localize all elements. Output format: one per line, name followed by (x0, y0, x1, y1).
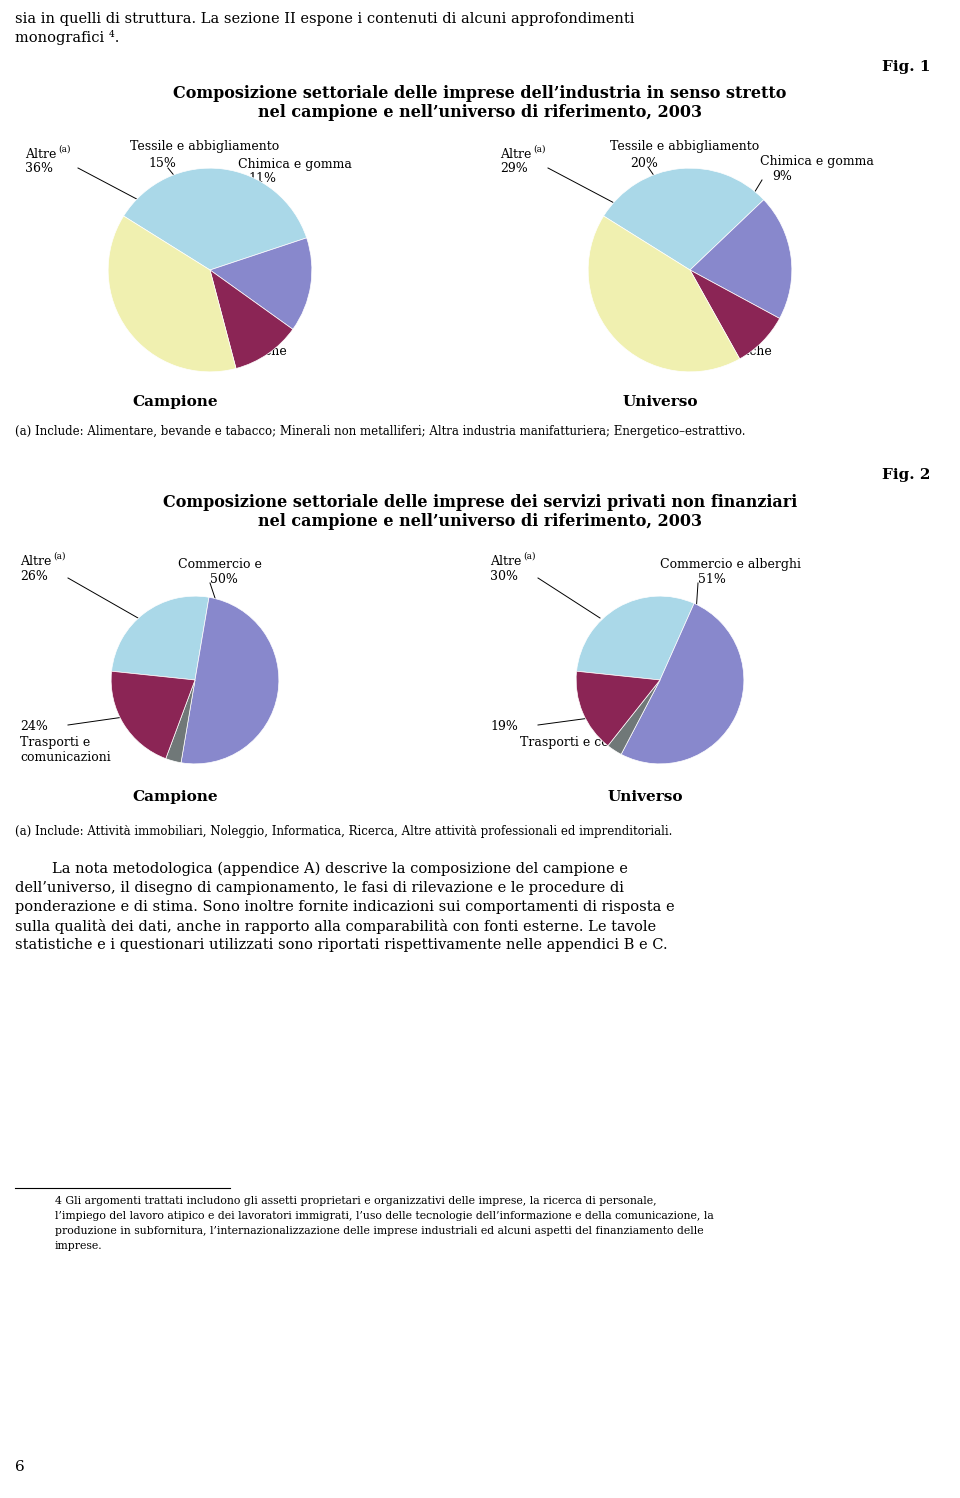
Text: La nota metodologica (appendice A) descrive la composizione del campione e: La nota metodologica (appendice A) descr… (15, 861, 628, 876)
Text: Universo: Universo (608, 789, 683, 804)
Text: imprese.: imprese. (55, 1240, 103, 1251)
Text: 20%: 20% (630, 157, 658, 169)
Text: 42%: 42% (678, 360, 706, 373)
Text: sulla qualità dei dati, anche in rapporto alla comparabilità con fonti esterne. : sulla qualità dei dati, anche in rapport… (15, 918, 656, 933)
Wedge shape (588, 216, 740, 372)
Text: 50%: 50% (210, 574, 238, 586)
Text: 26%: 26% (20, 571, 48, 583)
Text: 30%: 30% (490, 571, 518, 583)
Text: 6: 6 (15, 1461, 25, 1474)
Text: 4 Gli argomenti trattati includono gli assetti proprietari e organizzativi delle: 4 Gli argomenti trattati includono gli a… (55, 1195, 657, 1206)
Text: Chimica e gomma: Chimica e gomma (238, 157, 352, 171)
Wedge shape (108, 216, 236, 372)
Text: Composizione settoriale delle imprese dell’industria in senso stretto: Composizione settoriale delle imprese de… (174, 85, 786, 102)
Wedge shape (577, 596, 694, 680)
Text: Fig. 2: Fig. 2 (881, 467, 930, 482)
Wedge shape (604, 168, 764, 270)
Text: 29%: 29% (500, 162, 528, 175)
Text: Tessile e abbigliamento: Tessile e abbigliamento (130, 139, 279, 153)
Text: statistiche e i questionari utilizzati sono riportati rispettivamente nelle appe: statistiche e i questionari utilizzati s… (15, 938, 667, 953)
Text: Altre: Altre (25, 148, 57, 160)
Text: 24%: 24% (20, 721, 48, 733)
Wedge shape (690, 270, 780, 360)
Text: monografici ⁴.: monografici ⁴. (15, 30, 119, 45)
Text: Metalmeccaniche: Metalmeccaniche (660, 345, 772, 358)
Wedge shape (210, 270, 293, 369)
Text: ponderazione e di stima. Sono inoltre fornite indicazioni sui comportamenti di r: ponderazione e di stima. Sono inoltre fo… (15, 900, 675, 914)
Text: Altre: Altre (490, 554, 521, 568)
Text: Campione: Campione (132, 395, 218, 409)
Text: (a): (a) (533, 145, 545, 154)
Text: 11%: 11% (248, 172, 276, 184)
Text: (a): (a) (523, 551, 536, 560)
Text: nel campione e nell’universo di riferimento, 2003: nel campione e nell’universo di riferime… (258, 512, 702, 530)
Wedge shape (181, 598, 279, 764)
Text: dell’universo, il disegno di campionamento, le fasi di rilevazione e le procedur: dell’universo, il disegno di campionamen… (15, 881, 624, 894)
Text: Campione: Campione (132, 789, 218, 804)
Text: Tessile e abbigliamento: Tessile e abbigliamento (610, 139, 759, 153)
Text: Chimica e gomma: Chimica e gomma (760, 154, 874, 168)
Wedge shape (111, 671, 195, 758)
Text: comunicazioni: comunicazioni (20, 750, 110, 764)
Wedge shape (608, 680, 660, 755)
Text: Trasporti e comunicazioni: Trasporti e comunicazioni (520, 736, 685, 749)
Text: 9%: 9% (772, 169, 792, 183)
Wedge shape (621, 604, 744, 764)
Wedge shape (210, 238, 312, 330)
Wedge shape (124, 168, 306, 270)
Text: nel campione e nell’universo di riferimento, 2003: nel campione e nell’universo di riferime… (258, 103, 702, 121)
Text: sia in quelli di struttura. La sezione II espone i contenuti di alcuni approfond: sia in quelli di struttura. La sezione I… (15, 12, 635, 25)
Wedge shape (111, 596, 209, 680)
Text: 19%: 19% (490, 721, 517, 733)
Text: 36%: 36% (25, 162, 53, 175)
Text: Commercio e: Commercio e (178, 557, 262, 571)
Text: (a) Include: Attività immobiliari, Noleggio, Informatica, Ricerca, Altre attivit: (a) Include: Attività immobiliari, Noleg… (15, 825, 672, 837)
Text: Altre: Altre (20, 554, 52, 568)
Text: l’impiego del lavoro atipico e dei lavoratori immigrati, l’uso delle tecnologie : l’impiego del lavoro atipico e dei lavor… (55, 1210, 713, 1221)
Text: Fig. 1: Fig. 1 (881, 60, 930, 73)
Text: produzione in subfornitura, l’internazionalizzazione delle imprese industriali e: produzione in subfornitura, l’internazio… (55, 1225, 704, 1236)
Text: 51%: 51% (698, 574, 726, 586)
Text: Commercio e alberghi: Commercio e alberghi (660, 557, 801, 571)
Text: Trasporti e: Trasporti e (20, 736, 90, 749)
Text: Altre: Altre (500, 148, 532, 160)
Text: Composizione settoriale delle imprese dei servizi privati non finanziari: Composizione settoriale delle imprese de… (163, 494, 797, 511)
Text: Metalmeccaniche: Metalmeccaniche (175, 345, 287, 358)
Text: (a) Include: Alimentare, bevande e tabacco; Minerali non metalliferi; Altra indu: (a) Include: Alimentare, bevande e tabac… (15, 425, 746, 437)
Text: (a): (a) (53, 551, 65, 560)
Wedge shape (166, 680, 195, 762)
Wedge shape (576, 671, 660, 746)
Text: Universo: Universo (622, 395, 698, 409)
Wedge shape (690, 199, 792, 319)
Text: 38%: 38% (190, 360, 218, 373)
Text: 15%: 15% (148, 157, 176, 169)
Text: (a): (a) (58, 145, 70, 154)
